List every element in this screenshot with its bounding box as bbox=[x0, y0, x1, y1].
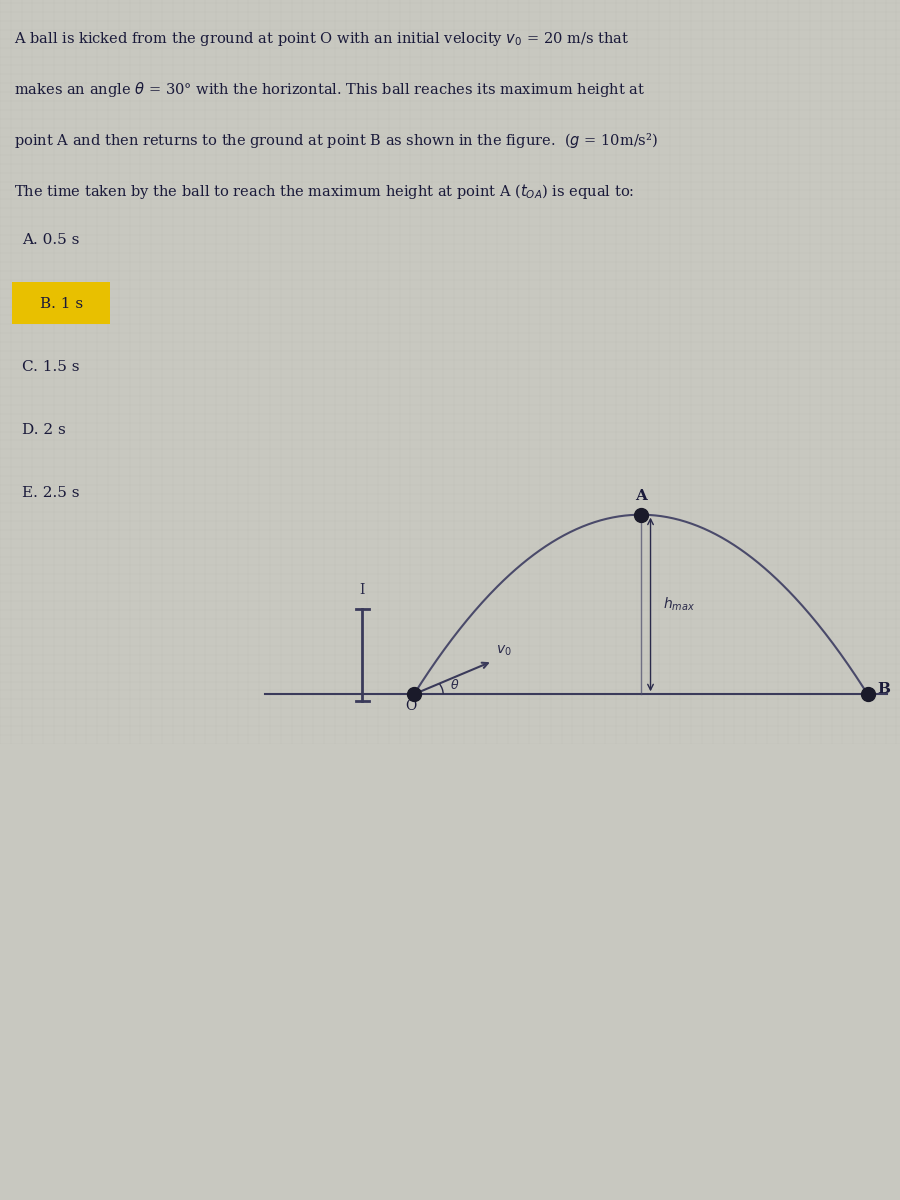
Text: I: I bbox=[359, 583, 364, 598]
Point bbox=[634, 505, 648, 524]
Text: B: B bbox=[878, 683, 890, 696]
Text: makes an angle $\theta$ = 30° with the horizontal. This ball reaches its maximum: makes an angle $\theta$ = 30° with the h… bbox=[14, 80, 644, 100]
Text: B. 1 s: B. 1 s bbox=[40, 296, 83, 311]
Text: C. 1.5 s: C. 1.5 s bbox=[22, 360, 79, 373]
Text: A. 0.5 s: A. 0.5 s bbox=[22, 233, 79, 247]
FancyBboxPatch shape bbox=[12, 282, 110, 324]
Text: $\theta$: $\theta$ bbox=[450, 678, 459, 692]
Text: D. 2 s: D. 2 s bbox=[22, 424, 66, 437]
Text: The time taken by the ball to reach the maximum height at point A ($t_{OA}$) is : The time taken by the ball to reach the … bbox=[14, 181, 634, 200]
Text: A: A bbox=[634, 488, 647, 503]
Text: $v_0$: $v_0$ bbox=[496, 644, 511, 659]
Text: O: O bbox=[405, 698, 417, 713]
Text: point A and then returns to the ground at point B as shown in the figure.  ($g$ : point A and then returns to the ground a… bbox=[14, 131, 658, 150]
Text: A ball is kicked from the ground at point O with an initial velocity $v_0$ = 20 : A ball is kicked from the ground at poin… bbox=[14, 30, 628, 48]
Point bbox=[407, 685, 421, 704]
Text: E. 2.5 s: E. 2.5 s bbox=[22, 486, 79, 500]
Point bbox=[860, 685, 875, 704]
Text: $h_{max}$: $h_{max}$ bbox=[663, 595, 696, 613]
